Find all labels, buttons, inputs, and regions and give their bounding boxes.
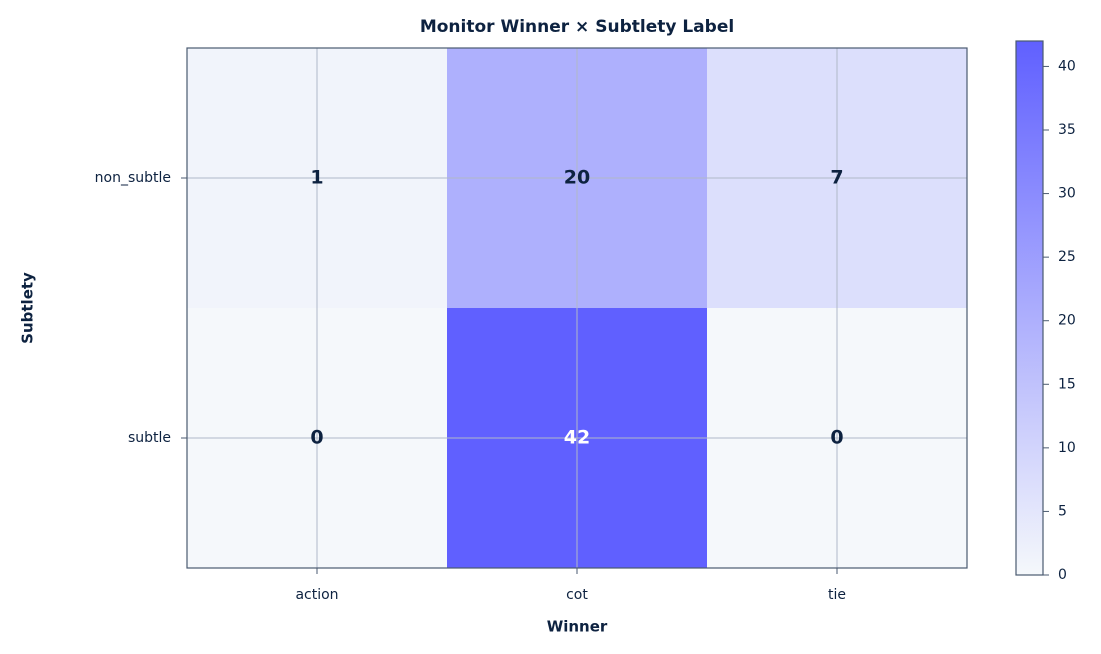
cell-value-label: 0: [830, 427, 843, 449]
colorbar-tick-label: 30: [1058, 186, 1076, 202]
cell-value-label: 1: [310, 167, 323, 189]
colorbar-tick-label: 40: [1058, 58, 1076, 74]
y-tick-label: non_subtle: [95, 170, 171, 186]
colorbar-tick-label: 35: [1058, 122, 1076, 138]
colorbar-tick-label: 0: [1058, 567, 1067, 583]
chart-title: Monitor Winner × Subtlety Label: [420, 17, 734, 37]
cell-value-label: 7: [830, 167, 843, 189]
cell-value-label: 42: [564, 427, 590, 449]
colorbar-tick-label: 15: [1058, 376, 1076, 392]
x-axis-label: Winner: [547, 618, 608, 636]
cell-value-label: 20: [564, 167, 590, 189]
x-tick-label: action: [295, 587, 338, 603]
colorbar-tick-label: 5: [1058, 503, 1067, 519]
colorbar-tick-label: 20: [1058, 313, 1076, 329]
y-tick-label: subtle: [128, 430, 171, 446]
y-axis-label: Subtlety: [19, 272, 37, 344]
cell-value-label: 0: [310, 427, 323, 449]
colorbar-tick-label: 25: [1058, 249, 1076, 265]
colorbar-tick-label: 10: [1058, 440, 1076, 456]
x-tick-label: cot: [566, 587, 588, 603]
colorbar: [1015, 40, 1044, 576]
x-tick-label: tie: [828, 587, 846, 603]
